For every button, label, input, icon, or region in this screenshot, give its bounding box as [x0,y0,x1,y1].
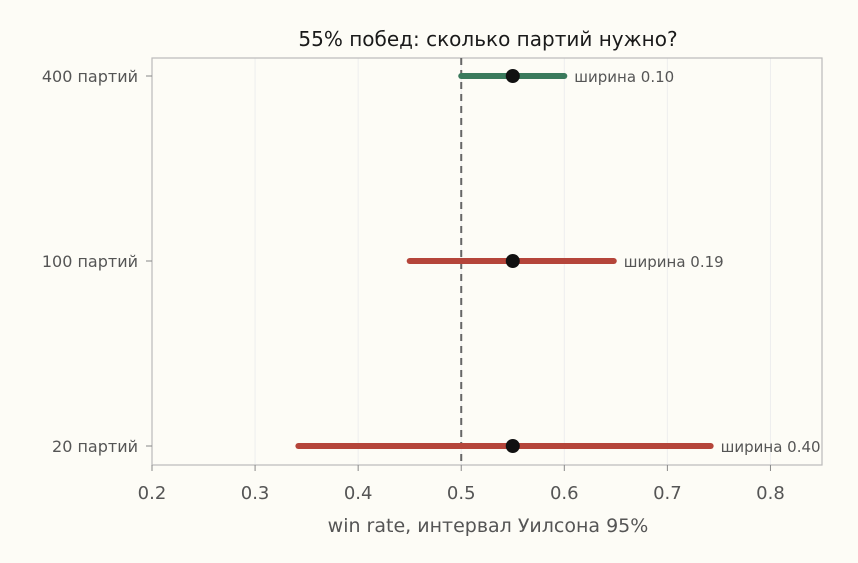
x-tick-label: 0.5 [447,483,476,504]
x-tick-label: 0.2 [138,483,167,504]
interval-marks: ширина 0.10 ширина 0.19 ширина 0.40 [295,68,821,456]
point-estimate [505,439,520,453]
x-tick-label: 0.3 [241,483,270,504]
y-tick-label: 20 партий [52,437,138,456]
y-tick-label: 100 партий [42,252,138,271]
x-axis-label: win rate, интервал Уилсона 95% [328,515,649,537]
x-tick-label: 0.8 [756,483,785,504]
width-annotation: ширина 0.10 [574,68,674,86]
chart-title: 55% побед: сколько партий нужно? [298,27,677,51]
width-annotation: ширина 0.40 [721,438,821,456]
width-annotation: ширина 0.19 [624,253,724,271]
point-estimate [505,254,520,268]
y-tick-label: 400 партий [42,67,138,86]
x-tick-label: 0.6 [550,483,579,504]
x-axis: 0.2 0.3 0.4 0.5 0.6 0.7 0.8 [138,465,785,504]
point-estimate [505,69,520,83]
y-axis: 400 партий 100 партий 20 партий [42,67,152,456]
x-tick-label: 0.7 [653,483,682,504]
x-tick-label: 0.4 [344,483,373,504]
